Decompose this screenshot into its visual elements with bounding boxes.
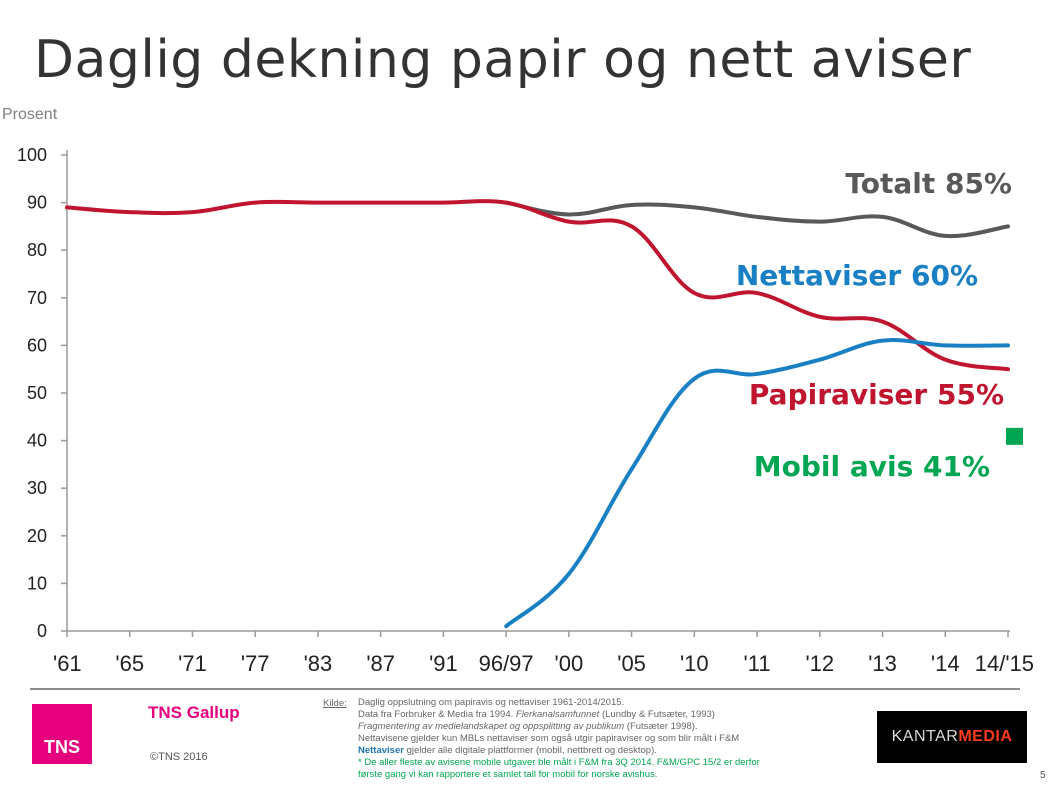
kantar-logo-text-1: KANTAR bbox=[891, 728, 959, 745]
x-tick-label: '11 bbox=[744, 651, 771, 676]
x-tick-label: '13 bbox=[868, 651, 897, 676]
y-tick-label: 30 bbox=[27, 478, 47, 498]
x-tick-label: '87 bbox=[366, 651, 395, 676]
series-line-totalt bbox=[504, 200, 1010, 239]
y-tick-label: 10 bbox=[27, 573, 47, 593]
source-line-1: Daglig oppslutning om papiravis og netta… bbox=[358, 697, 625, 708]
source-line-2: Data fra Forbruker & Media fra 1994. Fle… bbox=[358, 709, 715, 720]
source-label: Kilde: bbox=[323, 698, 347, 709]
x-tick-label: '61 bbox=[53, 651, 82, 676]
y-tick-label: 40 bbox=[27, 431, 47, 451]
y-tick-label: 60 bbox=[27, 335, 47, 355]
line-chart: Prosent 0 10 20 30 40 50 60 70 80 90 100 '61 '65 '71 '… bbox=[2, 106, 1034, 676]
x-tick-label: 96/97 bbox=[479, 651, 534, 676]
page-title: Daglig dekning papir og nett aviser bbox=[34, 30, 972, 90]
x-tick-label: '77 bbox=[241, 651, 270, 676]
y-tick-label: 70 bbox=[27, 288, 47, 308]
x-tick-label: '65 bbox=[115, 651, 144, 676]
source-line-7: første gang vi kan rapportere et samlet … bbox=[358, 769, 658, 780]
kantar-media-logo: KANTAR MEDIA bbox=[877, 711, 1027, 763]
x-tick-label: '83 bbox=[304, 651, 333, 676]
series-label-mobil: Mobil avis 41% bbox=[754, 450, 990, 483]
tns-logo: TNS bbox=[32, 704, 92, 764]
series-marker-mobil bbox=[1006, 427, 1023, 445]
y-tick-label: 20 bbox=[27, 526, 47, 546]
source-line-3: Fragmentering av medielandskapet og opps… bbox=[358, 721, 698, 732]
series-label-nettaviser: Nettaviser 60% bbox=[736, 259, 978, 292]
footer-divider bbox=[30, 688, 1020, 690]
source-notes: Daglig oppslutning om papiravis og netta… bbox=[358, 697, 878, 781]
x-tick-label: '14 bbox=[931, 651, 960, 676]
x-tick-label: '05 bbox=[617, 651, 646, 676]
y-tick-label: 90 bbox=[27, 193, 47, 213]
series-line-papiraviser bbox=[65, 199, 1010, 372]
brand-name: TNS Gallup bbox=[148, 703, 240, 722]
kantar-logo-text-2: MEDIA bbox=[958, 728, 1013, 745]
series-label-papiraviser: Papiraviser 55% bbox=[749, 378, 1004, 411]
x-tick-label: '91 bbox=[429, 651, 458, 676]
page-number: 5 bbox=[1040, 770, 1046, 781]
x-tick-label: '10 bbox=[680, 651, 709, 676]
tns-logo-text: TNS bbox=[44, 737, 80, 757]
copyright-text: ©TNS 2016 bbox=[150, 751, 208, 763]
y-tick-label: 100 bbox=[17, 145, 47, 165]
y-tick-label: 80 bbox=[27, 240, 47, 260]
source-line-5: Nettaviser gjelder alle digitale plattfo… bbox=[358, 745, 657, 756]
x-tick-label: '71 bbox=[178, 651, 207, 676]
x-tick-label: '12 bbox=[805, 651, 834, 676]
x-tick-label: '00 bbox=[555, 651, 584, 676]
y-axis-label: Prosent bbox=[2, 106, 58, 123]
x-tick-label: 14/'15 bbox=[975, 651, 1034, 676]
source-line-4: Nettavisene gjelder kun MBLs nettaviser … bbox=[358, 733, 740, 744]
y-tick-label: 50 bbox=[27, 383, 47, 403]
series-label-totalt: Totalt 85% bbox=[845, 167, 1012, 200]
y-tick-label: 0 bbox=[37, 621, 47, 641]
source-line-6: * De aller fleste av avisene mobile utga… bbox=[358, 757, 760, 768]
series-line-nettaviser bbox=[504, 338, 1010, 629]
